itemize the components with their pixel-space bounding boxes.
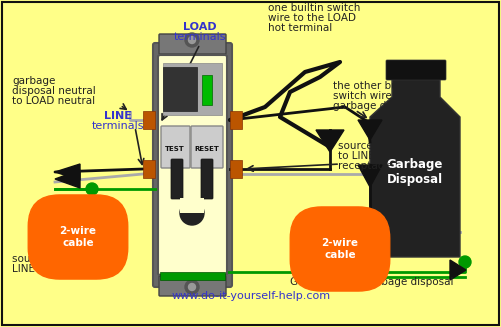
FancyBboxPatch shape — [201, 159, 213, 199]
Text: garbage: garbage — [12, 76, 56, 86]
FancyBboxPatch shape — [159, 34, 226, 54]
Text: www.do-it-yourself-help.com: www.do-it-yourself-help.com — [171, 291, 331, 301]
Circle shape — [86, 183, 98, 195]
Text: 2-wire
cable: 2-wire cable — [322, 238, 359, 260]
Text: wire to the LOAD: wire to the LOAD — [268, 13, 356, 23]
FancyBboxPatch shape — [161, 126, 190, 168]
Circle shape — [180, 201, 204, 225]
FancyBboxPatch shape — [191, 126, 223, 168]
Polygon shape — [316, 130, 344, 152]
FancyBboxPatch shape — [163, 67, 197, 111]
Polygon shape — [55, 170, 80, 188]
FancyBboxPatch shape — [143, 160, 155, 178]
FancyBboxPatch shape — [143, 111, 155, 129]
FancyBboxPatch shape — [160, 272, 225, 280]
FancyBboxPatch shape — [171, 159, 183, 199]
Text: LINE: LINE — [104, 111, 132, 121]
Polygon shape — [358, 165, 382, 187]
Text: Garbage
Disposal: Garbage Disposal — [387, 158, 443, 186]
Circle shape — [185, 33, 199, 47]
Circle shape — [188, 37, 195, 43]
FancyBboxPatch shape — [180, 198, 204, 213]
FancyBboxPatch shape — [386, 60, 446, 80]
FancyBboxPatch shape — [163, 63, 222, 115]
Text: receptacle: receptacle — [338, 161, 393, 171]
Text: LOAD: LOAD — [183, 22, 217, 32]
Text: to LINE on: to LINE on — [338, 151, 391, 161]
Text: 2-wire
cable: 2-wire cable — [60, 226, 97, 248]
Text: source hot: source hot — [338, 141, 393, 151]
FancyBboxPatch shape — [158, 55, 227, 275]
Text: GFCI protects garbage disposal: GFCI protects garbage disposal — [290, 277, 453, 287]
FancyBboxPatch shape — [2, 2, 499, 325]
Circle shape — [188, 284, 195, 290]
Text: TEST: TEST — [165, 146, 185, 152]
Text: RESET: RESET — [194, 146, 219, 152]
Polygon shape — [358, 120, 382, 140]
Text: terminals: terminals — [174, 32, 226, 42]
Polygon shape — [55, 164, 80, 180]
Text: hot terminal: hot terminal — [268, 23, 332, 33]
Text: to LOAD neutral: to LOAD neutral — [12, 96, 95, 106]
Text: switch wire to: switch wire to — [333, 91, 405, 101]
Text: terminals: terminals — [92, 121, 144, 131]
Circle shape — [185, 280, 199, 294]
Text: disposal neutral: disposal neutral — [12, 86, 96, 96]
FancyBboxPatch shape — [202, 75, 212, 105]
FancyBboxPatch shape — [230, 111, 242, 129]
Text: one builtin switch: one builtin switch — [268, 3, 360, 13]
Polygon shape — [450, 260, 466, 280]
Circle shape — [459, 256, 471, 268]
Text: source neutral to: source neutral to — [12, 254, 101, 264]
FancyBboxPatch shape — [230, 160, 242, 178]
Text: garbage disposal hot: garbage disposal hot — [333, 101, 443, 111]
Text: LINE on receptacle: LINE on receptacle — [12, 264, 109, 274]
FancyBboxPatch shape — [159, 276, 226, 296]
FancyBboxPatch shape — [153, 43, 232, 287]
Text: the other builtin: the other builtin — [333, 81, 417, 91]
Polygon shape — [370, 79, 460, 257]
